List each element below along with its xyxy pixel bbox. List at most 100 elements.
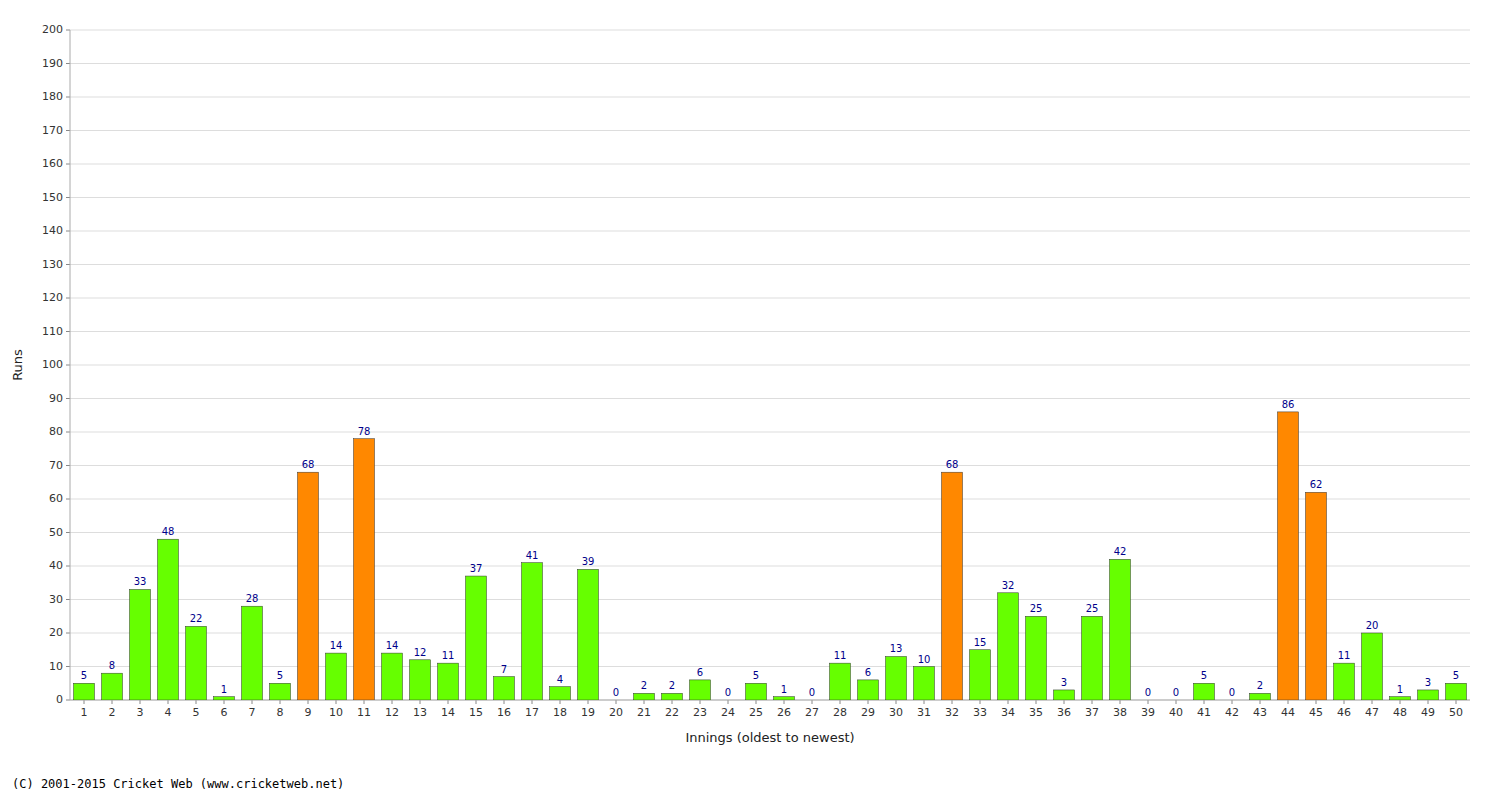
x-tick-label: 29 xyxy=(861,706,875,719)
y-tick-label: 30 xyxy=(49,593,63,606)
x-tick-label: 11 xyxy=(357,706,371,719)
x-tick xyxy=(168,700,169,704)
x-tick-label: 45 xyxy=(1309,706,1323,719)
y-tick-label: 70 xyxy=(49,459,63,472)
data-label: 14 xyxy=(386,640,399,651)
data-label: 78 xyxy=(358,426,371,437)
bar xyxy=(550,687,571,700)
x-tick-label: 6 xyxy=(221,706,228,719)
data-label: 5 xyxy=(1453,670,1459,681)
x-tick xyxy=(1344,700,1345,704)
grid-line xyxy=(70,432,1470,433)
bar xyxy=(1446,683,1467,700)
x-tick xyxy=(616,700,617,704)
y-tick xyxy=(66,63,70,64)
data-label: 1 xyxy=(781,684,787,695)
x-tick-label: 50 xyxy=(1449,706,1463,719)
x-tick-label: 1 xyxy=(81,706,88,719)
bar xyxy=(886,656,907,700)
x-tick-label: 30 xyxy=(889,706,903,719)
bar xyxy=(1418,690,1439,700)
x-tick-label: 17 xyxy=(525,706,539,719)
footer: (C) 2001-2015 Cricket Web (www.cricketwe… xyxy=(12,777,344,791)
x-tick-label: 34 xyxy=(1001,706,1015,719)
x-tick xyxy=(1120,700,1121,704)
grid-line xyxy=(70,197,1470,198)
y-tick xyxy=(66,398,70,399)
chart-container: 0102030405060708090100110120130140150160… xyxy=(0,0,1500,800)
y-tick-label: 20 xyxy=(49,626,63,639)
y-axis-line xyxy=(70,30,71,700)
x-tick xyxy=(1232,700,1233,704)
grid-line xyxy=(70,499,1470,500)
y-tick-label: 170 xyxy=(42,124,63,137)
x-tick-label: 19 xyxy=(581,706,595,719)
x-tick xyxy=(700,700,701,704)
x-tick-label: 18 xyxy=(553,706,567,719)
x-tick xyxy=(1064,700,1065,704)
x-tick xyxy=(756,700,757,704)
y-tick xyxy=(66,30,70,31)
data-label: 14 xyxy=(330,640,343,651)
y-tick-label: 90 xyxy=(49,392,63,405)
data-label: 0 xyxy=(1145,687,1151,698)
x-tick xyxy=(1176,700,1177,704)
data-label: 0 xyxy=(809,687,815,698)
data-label: 0 xyxy=(1229,687,1235,698)
x-tick xyxy=(224,700,225,704)
x-tick-label: 15 xyxy=(469,706,483,719)
x-tick-label: 38 xyxy=(1113,706,1127,719)
bar xyxy=(634,693,655,700)
grid-line xyxy=(70,264,1470,265)
bar xyxy=(914,667,935,701)
y-tick-label: 190 xyxy=(42,57,63,70)
grid-line xyxy=(70,465,1470,466)
y-tick xyxy=(66,298,70,299)
data-label: 62 xyxy=(1310,479,1323,490)
y-tick xyxy=(66,599,70,600)
x-tick xyxy=(1400,700,1401,704)
y-tick xyxy=(66,130,70,131)
bar xyxy=(1082,616,1103,700)
y-tick-label: 110 xyxy=(42,325,63,338)
x-tick-label: 16 xyxy=(497,706,511,719)
bar xyxy=(1306,492,1327,700)
data-label: 22 xyxy=(190,613,203,624)
bar xyxy=(746,683,767,700)
x-tick xyxy=(504,700,505,704)
y-tick xyxy=(66,231,70,232)
bar xyxy=(830,663,851,700)
data-label: 25 xyxy=(1086,603,1099,614)
x-tick xyxy=(364,700,365,704)
x-tick xyxy=(420,700,421,704)
data-label: 25 xyxy=(1030,603,1043,614)
x-tick-label: 42 xyxy=(1225,706,1239,719)
bar xyxy=(354,439,375,700)
data-label: 0 xyxy=(1173,687,1179,698)
data-label: 86 xyxy=(1282,399,1295,410)
data-label: 13 xyxy=(890,643,903,654)
data-label: 32 xyxy=(1002,580,1015,591)
x-tick-label: 5 xyxy=(193,706,200,719)
x-tick xyxy=(588,700,589,704)
x-tick-label: 41 xyxy=(1197,706,1211,719)
data-label: 39 xyxy=(582,556,595,567)
bar xyxy=(102,673,123,700)
bar xyxy=(606,700,627,701)
y-tick xyxy=(66,432,70,433)
bar xyxy=(74,683,95,700)
bar xyxy=(690,680,711,700)
x-tick xyxy=(336,700,337,704)
data-label: 6 xyxy=(865,667,871,678)
y-tick-label: 60 xyxy=(49,492,63,505)
x-tick xyxy=(896,700,897,704)
x-tick xyxy=(728,700,729,704)
data-labels: 5833482212856814781412113774143902260510… xyxy=(81,399,1459,698)
chart-svg: 0102030405060708090100110120130140150160… xyxy=(0,0,1500,800)
x-tick-label: 33 xyxy=(973,706,987,719)
grid-line xyxy=(70,30,1470,31)
grid-line xyxy=(70,63,1470,64)
x-tick xyxy=(784,700,785,704)
y-tick-label: 10 xyxy=(49,660,63,673)
x-tick-label: 22 xyxy=(665,706,679,719)
